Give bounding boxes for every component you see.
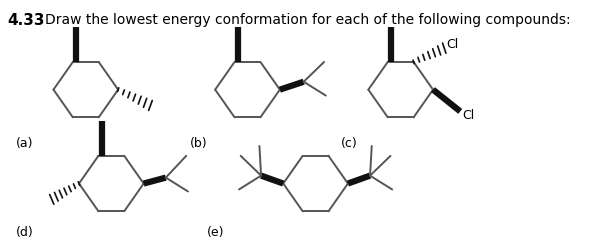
Text: (b): (b) xyxy=(190,137,208,150)
Text: (c): (c) xyxy=(341,137,358,150)
Text: Cl: Cl xyxy=(446,38,458,51)
Text: (a): (a) xyxy=(16,137,34,150)
Text: (e): (e) xyxy=(207,226,224,239)
Text: 4.33: 4.33 xyxy=(7,13,45,27)
Text: Draw the lowest energy conformation for each of the following compounds:: Draw the lowest energy conformation for … xyxy=(45,13,570,26)
Text: (d): (d) xyxy=(16,226,34,239)
Text: Cl: Cl xyxy=(462,109,474,122)
